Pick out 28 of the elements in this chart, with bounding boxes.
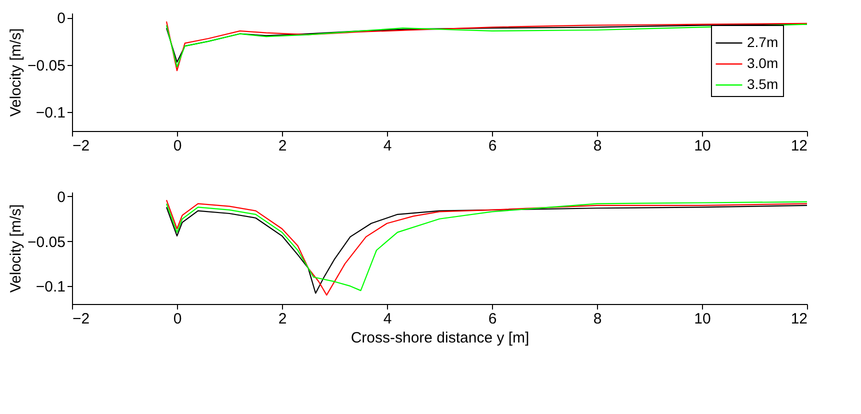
x-tick-label: 8 (593, 138, 602, 154)
x-tick-label: 2 (278, 138, 287, 154)
y-tick-label: −0.05 (28, 57, 66, 74)
y-tick-label: −0.1 (36, 278, 66, 296)
legend-label: 3.5m (747, 76, 778, 92)
x-tick-label: −2 (72, 138, 90, 154)
x-tick-label: 4 (383, 138, 392, 154)
x-tick-label: 6 (488, 138, 497, 154)
x-tick-label: 12 (790, 138, 808, 154)
legend-label: 2.7m (747, 34, 778, 50)
y-axis-title: Velocity [m/s] (8, 28, 25, 117)
x-tick-label: 2 (278, 310, 287, 328)
legend-label: 3.0m (747, 55, 778, 71)
y-axis-title: Velocity [m/s] (8, 204, 25, 293)
x-tick-label: 0 (173, 138, 182, 154)
x-tick-label: 10 (694, 138, 711, 154)
x-tick-label: −2 (72, 310, 90, 328)
x-tick-label: 6 (488, 310, 497, 328)
y-tick-label: 0 (57, 188, 66, 206)
x-axis-title: Cross-shore distance y [m] (350, 330, 530, 346)
x-tick-label: 10 (694, 310, 711, 328)
y-tick-label: 0 (57, 10, 66, 28)
y-tick-label: −0.1 (36, 104, 66, 122)
y-tick-label: −0.05 (28, 234, 66, 251)
x-tick-label: 4 (383, 310, 392, 328)
x-tick-label: 0 (173, 310, 182, 328)
x-tick-label: 12 (790, 310, 808, 328)
x-tick-label: 8 (593, 310, 602, 328)
